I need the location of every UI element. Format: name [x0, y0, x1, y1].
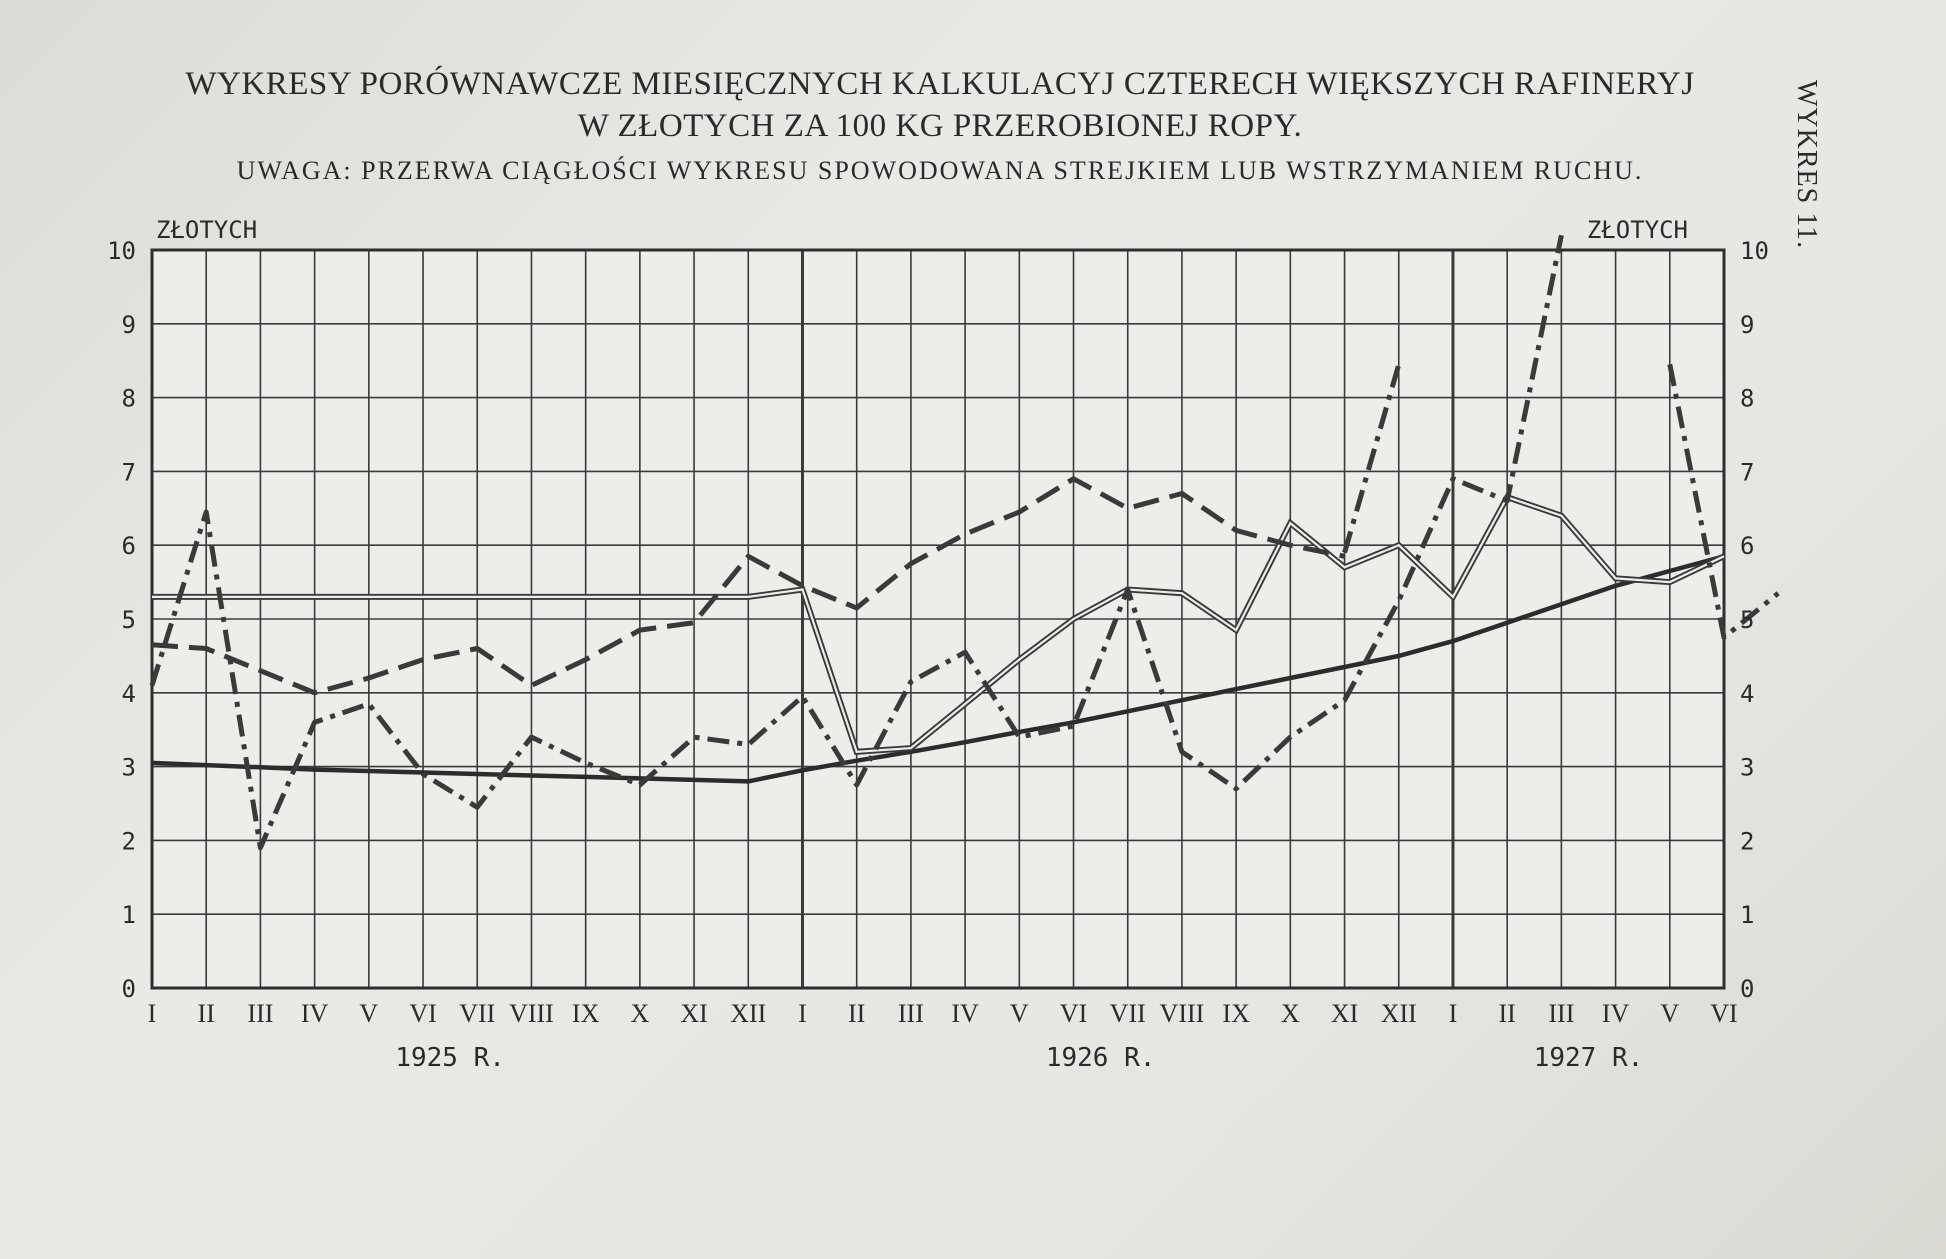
x-tick-label: X: [630, 999, 649, 1028]
x-tick-label: IV: [301, 999, 329, 1028]
y-tick-label-left: 6: [122, 532, 136, 560]
plot-frame: [150, 248, 1726, 990]
y-tick-label-left: 1: [122, 901, 136, 929]
x-tick-label: III: [898, 999, 924, 1028]
y-tick-label-right: 4: [1740, 680, 1754, 708]
x-tick-label: XI: [1331, 999, 1358, 1028]
series-line: [151, 554, 1725, 784]
chart-note: UWAGA: PRZERWA CIĄGŁOŚCI WYKRESU SPOWODO…: [236, 156, 1644, 185]
x-tick-label: I: [148, 999, 157, 1028]
series-dash: [151, 476, 1346, 696]
x-tick-label: VI: [1710, 999, 1737, 1028]
x-tick-label: XII: [1381, 999, 1417, 1028]
x-tick-label: II: [848, 999, 865, 1028]
y-tick-label-left: 0: [122, 975, 136, 1003]
figure-number: WYKRES 11.: [1791, 80, 1822, 250]
x-tick-label: V: [1660, 999, 1679, 1028]
y-tick-label-right: 10: [1740, 237, 1769, 265]
y-tick-label-left: 4: [122, 680, 136, 708]
x-tick-label: I: [798, 999, 807, 1028]
y-axis-label-left: ZŁOTYCH: [156, 216, 257, 244]
x-tick-label: II: [1499, 999, 1516, 1028]
x-tick-label: IX: [572, 999, 600, 1028]
series-solid-thick: [151, 554, 1725, 784]
x-tick-label: III: [1548, 999, 1574, 1028]
chart-title-line-1: WYKRESY PORÓWNAWCZE MIESIĘCZNYCH KALKULA…: [185, 66, 1695, 102]
y-tick-label-left: 3: [122, 754, 136, 782]
x-tick-label: VI: [1060, 999, 1087, 1028]
y-tick-label-right: 3: [1740, 754, 1754, 782]
y-tick-label-right: 0: [1740, 975, 1754, 1003]
y-tick-label-right: 2: [1740, 827, 1754, 855]
y-tick-label-right: 7: [1740, 458, 1754, 486]
x-tick-label: III: [247, 999, 273, 1028]
y-tick-label-left: 8: [122, 385, 136, 413]
series-line: [1342, 363, 1402, 554]
series-line: [151, 476, 1346, 696]
x-tick-label: I: [1449, 999, 1458, 1028]
chart-title-line-2: W ZŁOTYCH ZA 100 KG PRZEROBIONEJ ROPY.: [577, 108, 1303, 144]
series-dash-dot: [149, 234, 1780, 851]
x-tick-label: VII: [1110, 999, 1146, 1028]
x-tick-label: X: [1281, 999, 1300, 1028]
chart-grid: [150, 248, 1726, 990]
year-label: 1927 R.: [1534, 1043, 1644, 1073]
y-tick-label-right: 5: [1740, 606, 1754, 634]
series-line: [1667, 363, 1780, 640]
year-label: 1925 R.: [395, 1043, 505, 1073]
x-tick-label: VII: [459, 999, 495, 1028]
y-tick-label-left: 7: [122, 458, 136, 486]
y-tick-label-right: 8: [1740, 385, 1754, 413]
x-tick-label: IV: [951, 999, 979, 1028]
x-tick-label: VIII: [509, 999, 554, 1028]
x-tick-label: V: [1010, 999, 1029, 1028]
y-tick-label-left: 5: [122, 606, 136, 634]
x-tick-label: VIII: [1160, 999, 1205, 1028]
x-tick-label: XII: [730, 999, 766, 1028]
series-line-inner: [152, 495, 1725, 753]
x-tick-label: V: [359, 999, 378, 1028]
x-tick-label: II: [198, 999, 215, 1028]
x-tick-label: IX: [1222, 999, 1250, 1028]
y-tick-label-left: 9: [122, 311, 136, 339]
series-line: [149, 234, 1564, 851]
x-tick-label: IV: [1602, 999, 1630, 1028]
year-label: 1926 R.: [1046, 1043, 1156, 1073]
y-axis-label-right: ZŁOTYCH: [1587, 216, 1688, 244]
y-tick-label-left: 2: [122, 827, 136, 855]
y-tick-label-right: 6: [1740, 532, 1754, 560]
chart-series: [149, 234, 1780, 851]
y-tick-label-right: 9: [1740, 311, 1754, 339]
y-tick-label-right: 1: [1740, 901, 1754, 929]
x-tick-label: VI: [409, 999, 436, 1028]
x-tick-label: XI: [680, 999, 707, 1028]
series-double: [152, 493, 1726, 755]
y-tick-label-left: 10: [107, 237, 136, 265]
